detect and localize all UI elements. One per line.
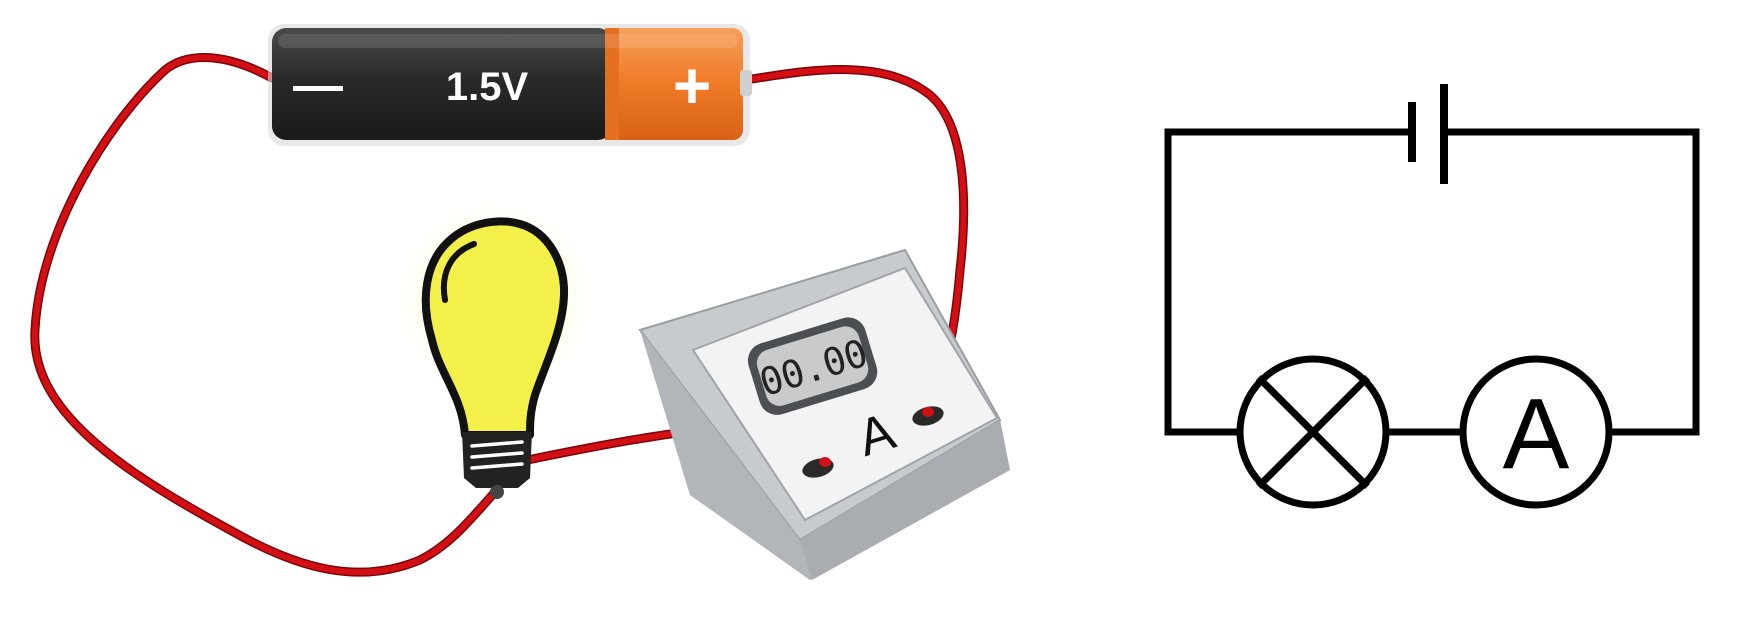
circuit-schematic	[1164, 84, 1700, 509]
schematic-ammeter-letter: A	[1503, 378, 1570, 490]
battery-minus-sign: —	[293, 57, 343, 113]
battery-voltage-label: 1.5V	[446, 65, 529, 109]
lamp	[390, 195, 600, 499]
schematic-ammeter-symbol	[1459, 355, 1613, 509]
battery: — 1.5V +	[268, 24, 752, 146]
battery-cap	[605, 28, 743, 140]
ammeter-device: 00.00 A	[638, 248, 1010, 580]
ammeter-lcd-screen	[756, 326, 869, 406]
schematic-lamp-symbol	[1236, 355, 1390, 509]
lamp-glass	[421, 217, 569, 439]
battery-plus-sign: +	[673, 48, 712, 122]
schematic-wire-top-left	[1164, 128, 1416, 436]
battery-body	[272, 28, 612, 140]
battery-terminal	[740, 70, 752, 96]
schematic-wire-top-right	[1440, 128, 1700, 436]
